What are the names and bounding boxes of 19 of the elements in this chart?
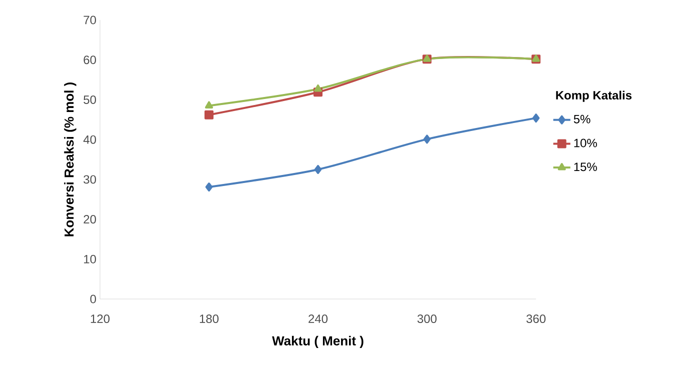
y-tick-label: 40 — [83, 135, 96, 144]
y-tick-label: 70 — [84, 16, 96, 24]
legend-label: 15% — [574, 162, 597, 172]
x-tick-label: 180 — [200, 314, 219, 324]
x-tick-label: 300 — [417, 314, 437, 324]
x-tick-label: 120 — [90, 314, 110, 324]
y-tick-label: 10 — [84, 254, 96, 264]
legend-label: 10% — [574, 138, 597, 148]
y-tick-label: 0 — [90, 294, 96, 304]
x-tick-label: 240 — [308, 314, 328, 324]
y-tick-label: 20 — [84, 215, 96, 224]
x-tick-label: 360 — [526, 314, 546, 324]
y-tick-label: 50 — [84, 95, 96, 104]
y-tick-label: 30 — [84, 175, 96, 184]
legend-label: 5% — [574, 114, 590, 124]
y-axis-title: Konversi Reaksi (% mol ) — [64, 82, 76, 236]
x-axis-title: Waktu ( Menit ) — [272, 336, 364, 348]
y-tick-label: 60 — [84, 56, 96, 64]
legend-title: Komp Katalis — [556, 90, 632, 102]
